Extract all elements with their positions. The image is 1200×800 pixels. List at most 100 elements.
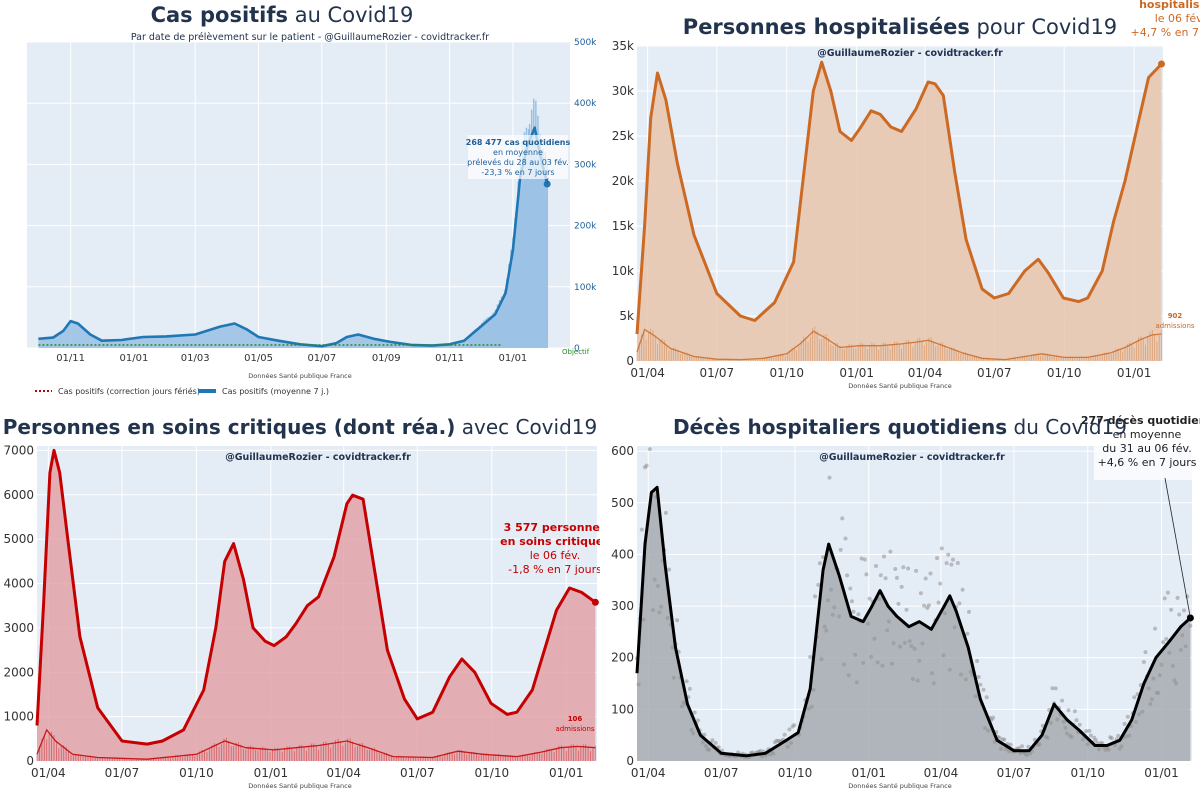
legend-label-average: Cas positifs (moyenne 7 j.)	[222, 387, 329, 396]
daily-point	[825, 598, 830, 603]
daily-point	[851, 609, 856, 614]
daily-point	[657, 610, 662, 615]
daily-point	[696, 718, 700, 723]
daily-point	[1153, 626, 1158, 631]
annotation-line: 3 577 personnes	[504, 521, 600, 534]
x-tick-label: 01/04	[31, 766, 66, 780]
daily-point	[1127, 733, 1132, 738]
daily-point	[667, 567, 672, 572]
daily-point	[918, 591, 923, 596]
daily-point	[1088, 733, 1093, 738]
daily-point	[896, 601, 901, 606]
daily-point	[883, 576, 888, 581]
daily-point	[760, 754, 765, 759]
series-area	[38, 127, 548, 348]
daily-point	[1170, 663, 1175, 668]
daily-point	[832, 605, 837, 610]
daily-point	[864, 572, 869, 577]
daily-point	[1080, 737, 1085, 742]
x-tick-label: 01/03	[181, 353, 210, 364]
daily-point	[1116, 733, 1121, 738]
y-tick-label: 10k	[612, 264, 634, 278]
last-value-marker	[591, 598, 599, 606]
daily-point	[827, 475, 832, 480]
daily-point	[700, 740, 705, 745]
daily-point	[922, 603, 927, 608]
y-tick-label: 100	[611, 702, 634, 716]
daily-point	[1037, 742, 1042, 747]
chart-hosp: 0 5k 10k 15k 20k 25k 30k 35k 01/04 01/07 01/10 01/0…	[612, 0, 1200, 390]
daily-point	[917, 658, 922, 663]
daily-point	[909, 644, 914, 649]
x-tick-label: 01/10	[1047, 366, 1082, 380]
daily-point	[1177, 612, 1182, 617]
legend: Cas positifs (correction jours fériés) C…	[35, 386, 329, 396]
y-tick-label: 200	[611, 651, 634, 665]
daily-point	[856, 612, 861, 617]
daily-point	[968, 669, 973, 674]
daily-point	[787, 727, 792, 732]
daily-point	[707, 747, 712, 752]
chart-crit-panel: 0 1000 2000 3000 4000 5000 6000 7000 01/04 01/07 0…	[0, 400, 600, 800]
y-tick-label: 400k	[574, 99, 597, 109]
x-tick-label: 01/01	[549, 766, 584, 780]
daily-point	[1149, 697, 1154, 702]
daily-point	[1157, 673, 1162, 678]
daily-point	[926, 603, 931, 608]
daily-point	[1020, 744, 1024, 749]
daily-point	[1069, 735, 1074, 740]
daily-point	[665, 616, 670, 620]
y-tick-label: 0	[626, 354, 634, 368]
y-tick-label: 3000	[3, 621, 34, 635]
daily-point	[853, 652, 858, 657]
daily-point	[951, 557, 955, 562]
x-tick-label: 01/09	[372, 353, 401, 364]
daily-point	[1148, 702, 1153, 706]
daily-point	[1159, 662, 1164, 667]
x-tick-label: 01/11	[435, 353, 464, 364]
x-tick-label: 01/04	[908, 366, 943, 380]
y-tick-label: 25k	[612, 129, 634, 143]
daily-point	[824, 628, 829, 633]
daily-point	[663, 510, 668, 515]
daily-point	[792, 723, 797, 728]
daily-point	[1132, 695, 1137, 700]
y-tick-label: 100k	[574, 283, 597, 293]
x-tick-label: 01/07	[307, 353, 336, 364]
annotation-line: prélevés du 28 au 03 fév.	[467, 157, 569, 167]
daily-point	[1165, 590, 1170, 595]
daily-point	[849, 599, 854, 604]
daily-point	[1024, 753, 1029, 757]
daily-point	[898, 644, 903, 649]
daily-point	[809, 704, 814, 709]
daily-point	[930, 671, 935, 676]
x-tick-label: 01/07	[997, 766, 1032, 780]
plot-area: 0 100 200 300 400 500 600 01/04 01/07 01/10 01/01 0…	[611, 410, 1200, 780]
x-tick-label: 01/10	[475, 766, 510, 780]
x-tick-label: 01/07	[704, 766, 739, 780]
daily-point	[973, 694, 978, 699]
chart-source: Données Santé publique France	[848, 382, 951, 390]
chart-hosp-panel: 0 5k 10k 15k 20k 25k 30k 35k 01/04 01/07 01/10 01/0…	[600, 0, 1200, 400]
daily-point	[813, 594, 817, 599]
x-tick-label: 01/01	[851, 766, 886, 780]
daily-point	[901, 565, 906, 570]
annotation-line: en moyenne	[1113, 428, 1182, 441]
x-tick-label: 01/07	[977, 366, 1012, 380]
x-tick-label: 01/11	[56, 353, 85, 364]
annotation-line: du 31 au 06 fév.	[1102, 442, 1191, 455]
daily-point	[1050, 686, 1055, 691]
daily-point	[957, 601, 962, 606]
x-tick-label: 01/05	[244, 353, 273, 364]
admissions-label: admissions	[555, 725, 594, 733]
daily-point	[806, 706, 811, 711]
y-tick-label: 0	[26, 754, 34, 768]
chart-title: Personnes en soins critiques (dont réa.)…	[3, 415, 597, 439]
daily-point	[906, 566, 911, 571]
daily-point	[1174, 681, 1178, 686]
annotation-box	[468, 135, 568, 179]
x-tick-label: 01/10	[1070, 766, 1105, 780]
daily-point	[1061, 719, 1066, 724]
daily-point	[1140, 709, 1145, 714]
y-tick-label: 0	[626, 754, 634, 768]
